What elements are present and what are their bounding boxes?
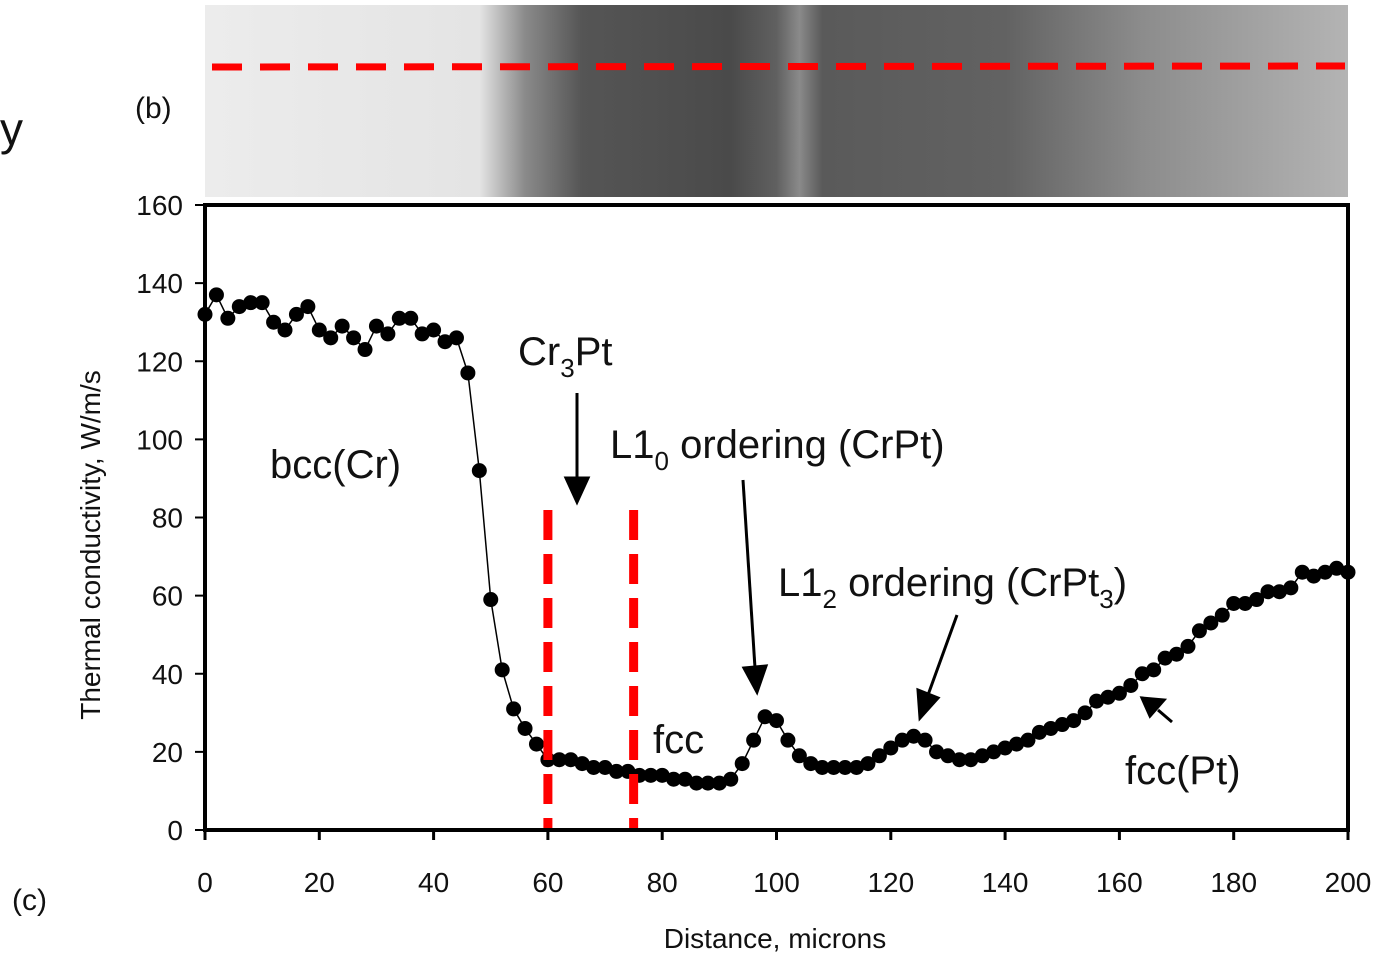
data-point bbox=[1078, 705, 1093, 720]
data-point bbox=[380, 326, 395, 341]
data-point bbox=[1283, 580, 1298, 595]
y-tick-label: 40 bbox=[152, 659, 183, 690]
annotation-part: ordering (CrPt bbox=[837, 561, 1099, 605]
annotation: fcc bbox=[653, 718, 704, 762]
data-point bbox=[769, 713, 784, 728]
y-axis-label: Thermal conductivity, W/m/s bbox=[75, 370, 106, 720]
annotation-part: Cr bbox=[518, 330, 560, 374]
annotation: L10 ordering (CrPt) bbox=[610, 423, 945, 476]
y-tick-label: 60 bbox=[152, 581, 183, 612]
annotation-part: L1 bbox=[610, 423, 655, 467]
x-tick-label: 200 bbox=[1325, 867, 1372, 898]
plot-frame bbox=[205, 205, 1348, 830]
data-point bbox=[918, 733, 933, 748]
data-point bbox=[1146, 662, 1161, 677]
x-tick-label: 0 bbox=[197, 867, 213, 898]
x-axis-label: Distance, microns bbox=[664, 923, 887, 953]
data-point bbox=[1215, 608, 1230, 623]
data-point bbox=[358, 342, 373, 357]
data-point bbox=[495, 662, 510, 677]
data-point bbox=[460, 365, 475, 380]
data-point bbox=[209, 287, 224, 302]
y-tick-label: 160 bbox=[136, 190, 183, 221]
y-tick-label: 140 bbox=[136, 268, 183, 299]
panel-label: (c) bbox=[12, 884, 47, 917]
x-tick-label: 160 bbox=[1096, 867, 1143, 898]
annotation-part: 3 bbox=[1099, 584, 1113, 614]
annotation-part: fcc(Pt) bbox=[1125, 749, 1241, 793]
annotation: L12 ordering (CrPt3) bbox=[778, 561, 1127, 614]
chart: y (b) (c) Distance, microns Thermal cond… bbox=[0, 0, 1387, 953]
annotation-part: 3 bbox=[560, 353, 574, 383]
y-tick-label: 100 bbox=[136, 424, 183, 455]
data-point bbox=[403, 311, 418, 326]
annotation-part: ) bbox=[1114, 561, 1127, 605]
data-point bbox=[472, 463, 487, 478]
data-point bbox=[346, 330, 361, 345]
data-point bbox=[746, 733, 761, 748]
data-point bbox=[255, 295, 270, 310]
data-point bbox=[220, 311, 235, 326]
annotation: bcc(Cr) bbox=[270, 443, 401, 487]
annotation: fcc(Pt) bbox=[1125, 749, 1241, 793]
annotation-part: 0 bbox=[655, 446, 669, 476]
panel-label: (b) bbox=[135, 92, 172, 125]
data-point bbox=[335, 319, 350, 334]
annotation-part: fcc bbox=[653, 718, 704, 762]
data-point bbox=[278, 323, 293, 338]
data-point bbox=[506, 701, 521, 716]
annotation: Cr3Pt bbox=[518, 330, 612, 383]
series-line bbox=[205, 295, 1348, 783]
y-tick-label: 80 bbox=[152, 503, 183, 534]
x-tick-label: 20 bbox=[304, 867, 335, 898]
data-point bbox=[518, 721, 533, 736]
data-point bbox=[323, 330, 338, 345]
data-point bbox=[300, 299, 315, 314]
x-tick-label: 120 bbox=[867, 867, 914, 898]
annotation-part: L1 bbox=[778, 561, 823, 605]
data-point bbox=[1123, 678, 1138, 693]
data-point bbox=[529, 737, 544, 752]
data-point bbox=[780, 733, 795, 748]
y-tick-label: 0 bbox=[167, 815, 183, 846]
data-point bbox=[723, 772, 738, 787]
data-point bbox=[426, 323, 441, 338]
annotation-part: Pt bbox=[575, 330, 613, 374]
slide-fragment: y bbox=[0, 103, 23, 155]
y-tick-label: 20 bbox=[152, 737, 183, 768]
annotation-part: ordering (CrPt) bbox=[669, 423, 945, 467]
data-point bbox=[483, 592, 498, 607]
x-tick-label: 140 bbox=[982, 867, 1029, 898]
micrograph bbox=[205, 5, 1348, 197]
x-tick-label: 80 bbox=[647, 867, 678, 898]
data-point bbox=[735, 756, 750, 771]
annotation-part: bcc(Cr) bbox=[270, 443, 401, 487]
y-tick-label: 120 bbox=[136, 346, 183, 377]
x-tick-label: 60 bbox=[532, 867, 563, 898]
data-point bbox=[449, 330, 464, 345]
x-tick-label: 40 bbox=[418, 867, 449, 898]
data-point bbox=[1180, 639, 1195, 654]
x-tick-label: 180 bbox=[1210, 867, 1257, 898]
annotation-part: 2 bbox=[823, 584, 837, 614]
x-tick-label: 100 bbox=[753, 867, 800, 898]
